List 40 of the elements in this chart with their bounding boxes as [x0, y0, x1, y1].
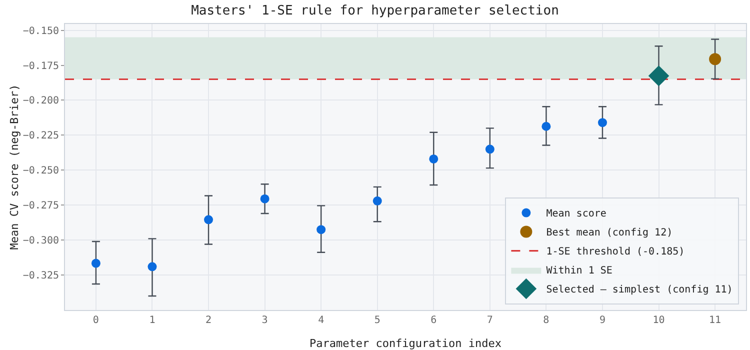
y-tick-label: −0.250	[22, 166, 59, 177]
point	[372, 196, 382, 206]
y-tick-label: −0.325	[22, 270, 59, 282]
legend-label: Within 1 SE	[546, 266, 612, 277]
x-tick-label: 3	[262, 315, 268, 326]
y-tick-label: −0.275	[22, 200, 59, 212]
point	[429, 154, 438, 164]
x-tick-label: 9	[599, 315, 606, 326]
point	[91, 258, 100, 268]
point	[598, 118, 607, 128]
x-tick-label: 10	[652, 315, 665, 326]
x-tick-label: 5	[374, 315, 380, 326]
y-tick-label: −0.200	[22, 96, 59, 107]
legend-label: Best mean (config 12)	[546, 228, 673, 239]
x-tick-label: 2	[206, 315, 212, 326]
chart-title: Masters' 1-SE rule for hyperparameter selection	[191, 3, 559, 18]
point	[709, 53, 722, 66]
x-axis-title: Parameter configuration index	[309, 337, 502, 350]
legend-label: Selected — simplest (config 11)	[546, 284, 733, 296]
y-tick-label: −0.225	[22, 130, 59, 142]
point	[316, 225, 326, 234]
point	[542, 122, 551, 131]
x-tick-label: 11	[709, 315, 722, 326]
x-tick-label: 4	[318, 315, 324, 326]
legend-label: Mean score	[546, 208, 606, 220]
point	[485, 144, 494, 154]
y-tick-label: −0.175	[22, 60, 59, 72]
x-tick-label: 8	[543, 315, 550, 326]
y-tick-label: −0.300	[22, 236, 59, 247]
x-tick-label: 0	[92, 315, 99, 326]
x-tick-label: 1	[149, 315, 156, 326]
y-tick-label: −0.150	[22, 26, 59, 37]
point	[148, 262, 157, 272]
point	[648, 65, 670, 86]
point	[260, 194, 270, 204]
point	[204, 215, 214, 224]
y-axis-title: Mean CV score (neg-Brier)	[8, 84, 21, 250]
x-tick-label: 6	[430, 315, 437, 326]
x-tick-label: 7	[486, 315, 493, 326]
legend-label: 1-SE threshold (-0.185)	[546, 246, 685, 258]
